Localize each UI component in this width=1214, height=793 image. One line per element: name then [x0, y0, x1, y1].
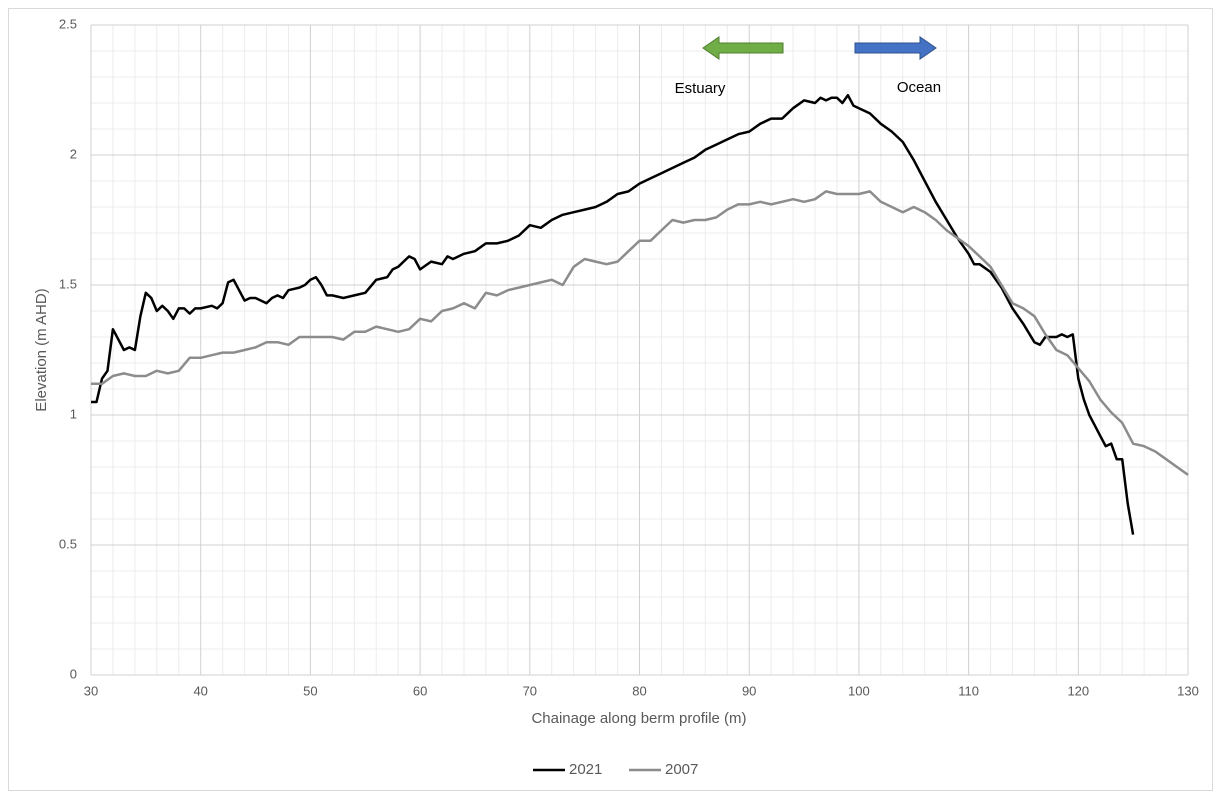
- y-tick-label: 0: [70, 666, 77, 681]
- y-tick-label: 2.5: [59, 16, 77, 31]
- x-tick-label: 130: [1177, 683, 1199, 698]
- y-tick-label: 2: [70, 146, 77, 161]
- grid: [90, 24, 1189, 676]
- legend-label: 2021: [569, 761, 602, 778]
- y-tick-label: 0.5: [59, 536, 77, 551]
- legend-label: 2007: [665, 761, 698, 778]
- x-tick-label: 40: [193, 683, 207, 698]
- annotation: Ocean: [897, 79, 941, 96]
- chart-border: [8, 8, 1213, 791]
- x-tick-label: 90: [742, 683, 756, 698]
- x-tick-label: 120: [1067, 683, 1089, 698]
- ocean-arrow: [854, 36, 937, 60]
- x-tick-label: 60: [413, 683, 427, 698]
- series-line: [91, 93, 1135, 535]
- x-tick-label: 80: [632, 683, 646, 698]
- estuary-arrow: [702, 36, 784, 60]
- x-tick-label: 110: [958, 683, 979, 698]
- y-axis-title: Elevation (m AHD): [33, 288, 50, 411]
- x-tick-label: 70: [523, 683, 537, 698]
- x-tick-label: 50: [303, 683, 317, 698]
- series-line: [91, 190, 1189, 476]
- x-tick-label: 100: [848, 683, 870, 698]
- x-tick-label: 30: [84, 683, 98, 698]
- x-axis-title: Chainage along berm profile (m): [531, 710, 746, 727]
- y-tick-label: 1.5: [59, 276, 77, 291]
- annotation: Estuary: [675, 80, 726, 97]
- y-tick-label: 1: [70, 406, 77, 421]
